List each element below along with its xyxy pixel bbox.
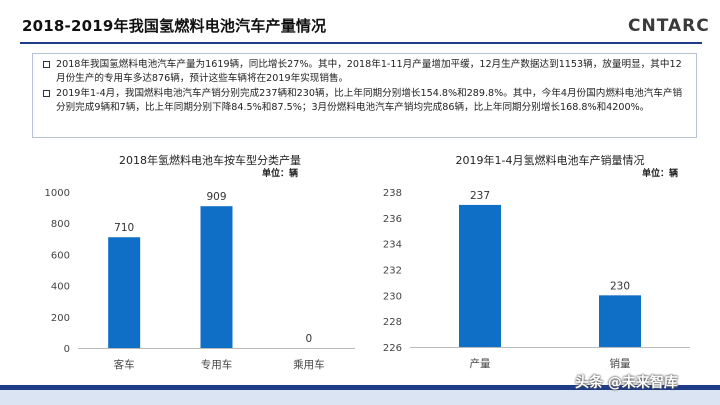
- bullet-text: 2018年我国氢燃料电池汽车产量为1619辆，同比增长27%。其中，2018年1…: [56, 59, 682, 84]
- chart1-bar: [200, 206, 233, 348]
- footer-bar: [0, 385, 720, 390]
- chart2-ytick-label: 228: [383, 317, 402, 328]
- chart1-data-label: 0: [305, 333, 312, 345]
- chart2-ytick-label: 230: [383, 291, 402, 302]
- chart1-bar: [108, 237, 141, 348]
- chart1-ytick-label: 0: [64, 344, 70, 355]
- footer-band: [0, 390, 720, 405]
- cntarc-logo: CNTARC: [628, 16, 710, 36]
- watermark: 头条 @未来智库: [575, 375, 678, 391]
- chart2-bar: [599, 295, 641, 347]
- chart1-title: 2018年氢燃料电池车按车型分类产量: [119, 154, 301, 167]
- chart2-ytick-label: 232: [383, 266, 402, 277]
- square-bullet-icon: [43, 90, 50, 97]
- bullet-item: 2018年我国氢燃料电池汽车产量为1619辆，同比增长27%。其中，2018年1…: [43, 58, 688, 85]
- chart2-ytick-label: 226: [383, 343, 402, 354]
- chart1-plot: 0 200 400 600 800 1000 710 客车 909 专用车 0 乘用车: [45, 188, 355, 371]
- chart1-unit: 单位：辆: [262, 169, 299, 179]
- chart1-data-label: 909: [206, 191, 226, 203]
- chart2-category-label: 产量: [470, 357, 491, 370]
- chart2-data-label: 237: [470, 190, 490, 202]
- chart2-ytick-label: 238: [383, 188, 402, 199]
- chart2-bar: [459, 204, 501, 347]
- chart1-ytick-label: 1000: [45, 188, 70, 199]
- chart1-category-label: 专用车: [201, 358, 233, 371]
- chart2-title: 2019年1-4月氢燃料电池车产销量情况: [455, 154, 645, 167]
- bullet-text: 2019年1-4月，我国燃料电池汽车产销分别完成237辆和230辆，比上年同期分…: [56, 88, 683, 113]
- chart2-ytick-label: 234: [383, 240, 402, 251]
- chart2-ytick-label: 236: [383, 214, 402, 225]
- bullet-item: 2019年1-4月，我国燃料电池汽车产销分别完成237辆和230辆，比上年同期分…: [43, 87, 688, 114]
- chart1-category-label: 乘用车: [293, 358, 325, 371]
- chart1-ytick-label: 600: [51, 250, 70, 261]
- chart2-unit: 单位：辆: [642, 169, 679, 179]
- chart1-ytick-label: 200: [51, 313, 70, 324]
- summary-box: 2018年我国氢燃料电池汽车产量为1619辆，同比增长27%。其中，2018年1…: [32, 53, 697, 138]
- chart1-category-label: 客车: [114, 358, 135, 371]
- header: 2018-2019年我国氢燃料电池汽车产量情况 CNTARC: [0, 0, 720, 44]
- square-bullet-icon: [43, 61, 50, 68]
- chart1-ytick-label: 400: [51, 282, 70, 293]
- chart2-data-label: 230: [610, 280, 630, 292]
- chart2-plot: 226 228 230 232 234 236 238 237 产量 230 销量: [383, 188, 690, 370]
- chart1-data-label: 710: [114, 222, 134, 234]
- page-title: 2018-2019年我国氢燃料电池汽车产量情况: [22, 17, 327, 35]
- chart2-category-label: 销量: [610, 357, 631, 370]
- title-divider: [20, 42, 702, 44]
- chart1-ytick-label: 800: [51, 219, 70, 230]
